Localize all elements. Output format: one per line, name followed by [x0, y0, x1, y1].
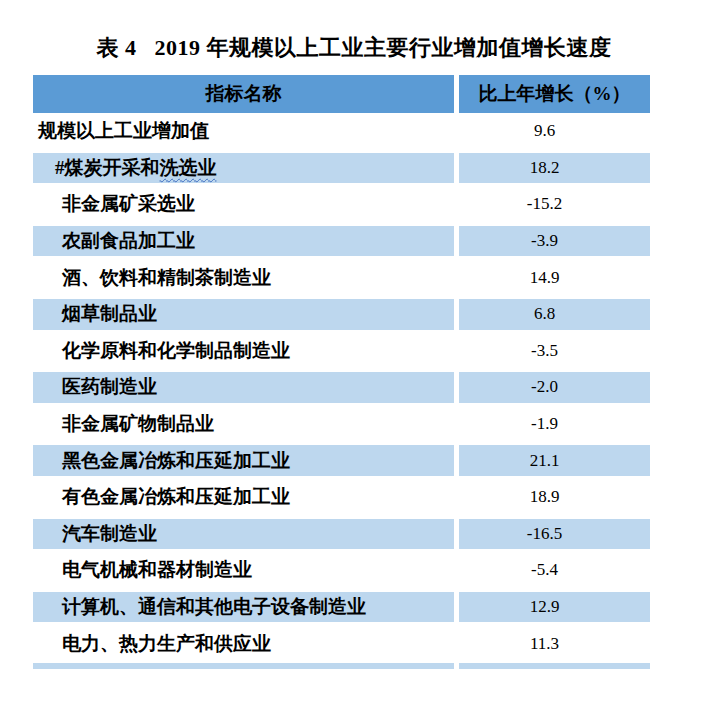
spellcheck-wavy-underline-text: 洗选业 — [160, 155, 217, 181]
row-value: 11.3 — [459, 625, 650, 662]
table-header-row: 指标名称 比上年增长（%） — [33, 75, 650, 113]
table-row: 黑色金属冶炼和压延加工业21.1 — [33, 442, 650, 479]
document-page: 表 4 2019 年规模以上工业主要行业增加值增长速度 指标名称 比上年增长（%）… — [0, 0, 708, 709]
row-label: 电力、热力生产和供应业 — [33, 625, 454, 662]
row-label: 非金属矿采选业 — [33, 186, 454, 223]
table-row: 有色金属冶炼和压延加工业18.9 — [33, 479, 650, 516]
row-value: -3.5 — [459, 333, 650, 370]
table-row: 电力、热力生产和供应业11.3 — [33, 625, 650, 662]
row-value: -2.0 — [459, 369, 650, 406]
row-label: 酒、饮料和精制茶制造业 — [33, 259, 454, 296]
table-row: 电气机械和器材制造业-5.4 — [33, 552, 650, 589]
row-label: 有色金属冶炼和压延加工业 — [33, 479, 454, 516]
table-title-text: 2019 年规模以上工业主要行业增加值增长速度 — [155, 35, 612, 60]
row-value: 18.2 — [459, 150, 650, 187]
row-value: -1.9 — [459, 406, 650, 443]
next-row-partial — [33, 663, 650, 669]
table-title: 表 4 2019 年规模以上工业主要行业增加值增长速度 — [0, 33, 708, 63]
table-row: 医药制造业-2.0 — [33, 369, 650, 406]
row-label: 医药制造业 — [33, 369, 454, 406]
row-label-text: #煤炭开采和 — [55, 155, 160, 181]
row-value: 18.9 — [459, 479, 650, 516]
row-label: #煤炭开采和洗选业 — [33, 150, 454, 187]
table-row: 酒、饮料和精制茶制造业14.9 — [33, 259, 650, 296]
row-value: 12.9 — [459, 589, 650, 626]
table-row: 汽车制造业-16.5 — [33, 516, 650, 553]
row-label: 非金属矿物制品业 — [33, 406, 454, 443]
table-row: 烟草制品业6.8 — [33, 296, 650, 333]
row-value: 14.9 — [459, 259, 650, 296]
row-value: 6.8 — [459, 296, 650, 333]
row-value: -16.5 — [459, 516, 650, 553]
row-label: 化学原料和化学制品制造业 — [33, 333, 454, 370]
row-label: 黑色金属冶炼和压延加工业 — [33, 442, 454, 479]
table-row: 计算机、通信和其他电子设备制造业12.9 — [33, 589, 650, 626]
row-value: -15.2 — [459, 186, 650, 223]
industry-growth-table: 指标名称 比上年增长（%） 规模以上工业增加值9.6#煤炭开采和洗选业18.2非… — [33, 75, 650, 669]
row-label: 电气机械和器材制造业 — [33, 552, 454, 589]
row-label: 农副食品加工业 — [33, 223, 454, 260]
table-row: 非金属矿物制品业-1.9 — [33, 406, 650, 443]
table-row: 农副食品加工业-3.9 — [33, 223, 650, 260]
next-row-partial-label-cell — [33, 663, 454, 669]
header-cell-indicator-name: 指标名称 — [33, 75, 454, 113]
row-label: 计算机、通信和其他电子设备制造业 — [33, 589, 454, 626]
row-value: 21.1 — [459, 442, 650, 479]
table-row: 规模以上工业增加值9.6 — [33, 113, 650, 150]
row-value: -3.9 — [459, 223, 650, 260]
table-row: 化学原料和化学制品制造业-3.5 — [33, 333, 650, 370]
header-cell-growth-percent: 比上年增长（%） — [459, 75, 650, 113]
row-value: -5.4 — [459, 552, 650, 589]
table-row: 非金属矿采选业-15.2 — [33, 186, 650, 223]
table-row: #煤炭开采和洗选业18.2 — [33, 150, 650, 187]
table-title-number: 表 4 — [97, 35, 137, 60]
next-row-partial-value-cell — [459, 663, 650, 669]
table-body: 规模以上工业增加值9.6#煤炭开采和洗选业18.2非金属矿采选业-15.2农副食… — [33, 113, 650, 662]
row-label: 烟草制品业 — [33, 296, 454, 333]
row-label: 规模以上工业增加值 — [33, 113, 454, 150]
row-value: 9.6 — [459, 113, 650, 150]
row-label: 汽车制造业 — [33, 516, 454, 553]
